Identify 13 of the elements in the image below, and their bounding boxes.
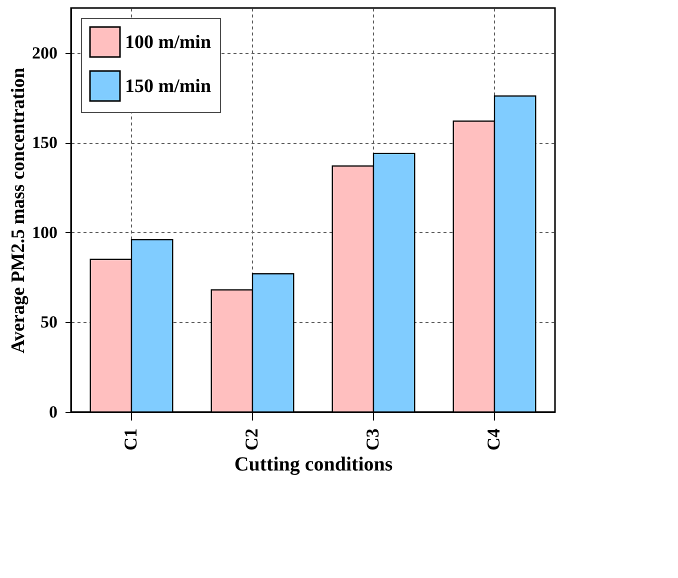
x-tick-label: C4 — [484, 428, 504, 450]
y-tick-label: 100 — [32, 222, 58, 242]
y-tick-label: 0 — [49, 402, 58, 422]
x-tick-label: C1 — [120, 428, 140, 450]
legend-label: 150 m/min — [125, 76, 212, 97]
y-tick-label: 200 — [32, 43, 58, 62]
y-tick-label: 150 — [32, 133, 58, 152]
x-tick-label: C3 — [362, 428, 382, 450]
x-axis-title: Cutting conditions — [234, 454, 393, 476]
x-tick-label: C2 — [242, 428, 262, 450]
y-tick-label: 50 — [40, 312, 58, 332]
legend-label: 100 m/min — [125, 32, 212, 53]
y-axis-title: Average PM2.5 mass concentration — [8, 67, 29, 354]
